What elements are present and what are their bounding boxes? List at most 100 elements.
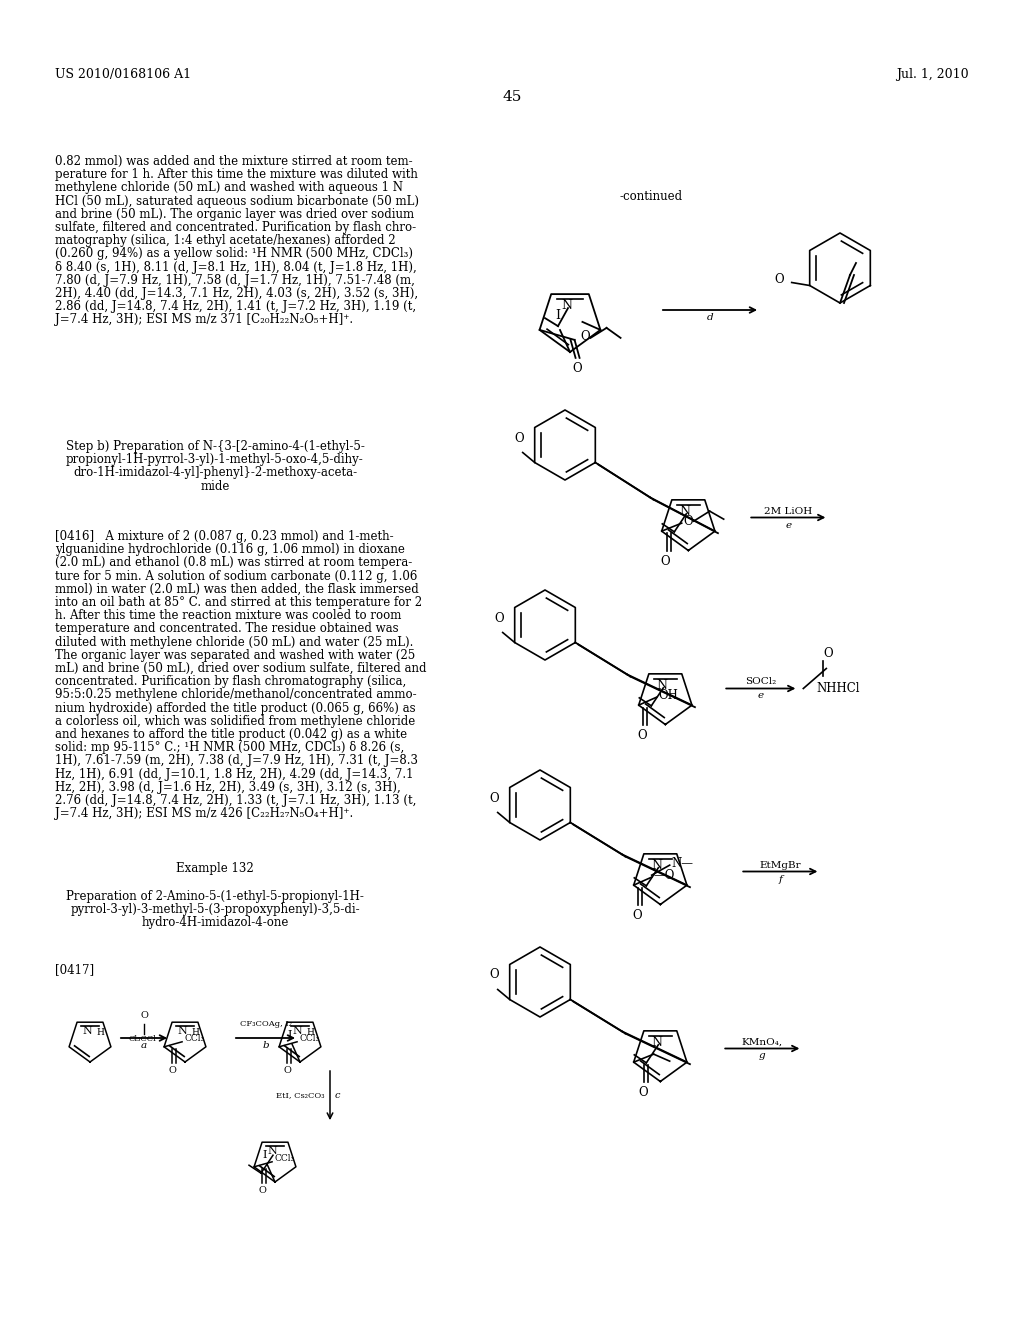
Text: O: O [639, 1086, 648, 1100]
Text: KMnO₄,: KMnO₄, [741, 1038, 783, 1047]
Text: perature for 1 h. After this time the mixture was diluted with: perature for 1 h. After this time the mi… [55, 168, 418, 181]
Text: 2M LiOH: 2M LiOH [764, 507, 812, 516]
Text: O: O [140, 1011, 147, 1020]
Text: O: O [823, 647, 834, 660]
Text: O: O [514, 432, 523, 445]
Text: Step b) Preparation of N-{3-[2-amino-4-(1-ethyl-5-: Step b) Preparation of N-{3-[2-amino-4-(… [66, 440, 365, 453]
Text: [0417]: [0417] [55, 964, 94, 975]
Text: N: N [656, 678, 668, 692]
Text: H: H [96, 1028, 103, 1038]
Text: SOCl₂: SOCl₂ [745, 677, 776, 686]
Text: N: N [177, 1026, 186, 1036]
Text: 2.86 (dd, J=14.8, 7.4 Hz, 2H), 1.41 (t, J=7.2 Hz, 3H), 1.19 (t,: 2.86 (dd, J=14.8, 7.4 Hz, 2H), 1.41 (t, … [55, 300, 416, 313]
Text: diluted with methylene chloride (50 mL) and water (25 mL).: diluted with methylene chloride (50 mL) … [55, 636, 414, 648]
Text: O: O [258, 1185, 266, 1195]
Text: O: O [638, 729, 647, 742]
Text: solid: mp 95-115° C.; ¹H NMR (500 MHz, CDCl₃) δ 8.26 (s,: solid: mp 95-115° C.; ¹H NMR (500 MHz, C… [55, 742, 404, 754]
Text: HCl (50 mL), saturated aqueous sodium bicarbonate (50 mL): HCl (50 mL), saturated aqueous sodium bi… [55, 194, 419, 207]
Text: CCl₃: CCl₃ [299, 1035, 319, 1043]
Text: 95:5:0.25 methylene chloride/methanol/concentrated ammo-: 95:5:0.25 methylene chloride/methanol/co… [55, 689, 417, 701]
Text: d: d [707, 313, 714, 322]
Text: N: N [292, 1026, 302, 1036]
Text: e: e [785, 520, 792, 529]
Text: Jul. 1, 2010: Jul. 1, 2010 [896, 69, 969, 81]
Text: EtMgBr: EtMgBr [760, 861, 801, 870]
Text: 1H), 7.61-7.59 (m, 2H), 7.38 (d, J=7.9 Hz, 1H), 7.31 (t, J=8.3: 1H), 7.61-7.59 (m, 2H), 7.38 (d, J=7.9 H… [55, 755, 418, 767]
Text: O: O [168, 1065, 176, 1074]
Text: N: N [267, 1146, 276, 1156]
Text: CCl₃: CCl₃ [274, 1154, 294, 1163]
Text: N: N [652, 1036, 663, 1049]
Text: 2H), 4.40 (dd, J=14.3, 7.1 Hz, 2H), 4.03 (s, 2H), 3.52 (s, 3H),: 2H), 4.40 (dd, J=14.3, 7.1 Hz, 2H), 4.03… [55, 286, 418, 300]
Text: CF₃COAg, I₂: CF₃COAg, I₂ [240, 1020, 292, 1028]
Text: sulfate, filtered and concentrated. Purification by flash chro-: sulfate, filtered and concentrated. Puri… [55, 220, 416, 234]
Text: h. After this time the reaction mixture was cooled to room: h. After this time the reaction mixture … [55, 610, 401, 622]
Text: Cl₃CCl: Cl₃CCl [128, 1035, 156, 1043]
Text: (2.0 mL) and ethanol (0.8 mL) was stirred at room tempera-: (2.0 mL) and ethanol (0.8 mL) was stirre… [55, 557, 413, 569]
Text: methylene chloride (50 mL) and washed with aqueous 1 N: methylene chloride (50 mL) and washed wi… [55, 181, 403, 194]
Text: O: O [774, 273, 783, 286]
Text: into an oil bath at 85° C. and stirred at this temperature for 2: into an oil bath at 85° C. and stirred a… [55, 597, 422, 609]
Text: J=7.4 Hz, 3H); ESI MS m/z 426 [C₂₂H₂₇N₅O₄+H]⁺.: J=7.4 Hz, 3H); ESI MS m/z 426 [C₂₂H₂₇N₅O… [55, 808, 353, 820]
Text: a colorless oil, which was solidified from methylene chloride: a colorless oil, which was solidified fr… [55, 715, 416, 727]
Text: mide: mide [201, 479, 229, 492]
Text: O: O [581, 330, 590, 343]
Text: O: O [684, 515, 693, 528]
Text: b: b [262, 1041, 269, 1049]
Text: O: O [284, 1065, 291, 1074]
Text: pyrrol-3-yl)-3-methyl-5-(3-propoxyphenyl)-3,5-di-: pyrrol-3-yl)-3-methyl-5-(3-propoxyphenyl… [71, 903, 359, 916]
Text: O: O [572, 362, 583, 375]
Text: H: H [191, 1028, 199, 1038]
Text: -continued: -continued [620, 190, 683, 203]
Text: δ 8.40 (s, 1H), 8.11 (d, J=8.1 Hz, 1H), 8.04 (t, J=1.8 Hz, 1H),: δ 8.40 (s, 1H), 8.11 (d, J=8.1 Hz, 1H), … [55, 260, 417, 273]
Text: N—: N— [672, 857, 693, 870]
Text: 45: 45 [503, 90, 521, 104]
Text: O: O [633, 909, 642, 923]
Text: and hexanes to afford the title product (0.042 g) as a white: and hexanes to afford the title product … [55, 729, 408, 741]
Text: matography (silica, 1:4 ethyl acetate/hexanes) afforded 2: matography (silica, 1:4 ethyl acetate/he… [55, 234, 395, 247]
Text: mmol) in water (2.0 mL) was then added, the flask immersed: mmol) in water (2.0 mL) was then added, … [55, 583, 419, 595]
Text: I: I [288, 1030, 292, 1040]
Text: The organic layer was separated and washed with water (25: The organic layer was separated and wash… [55, 649, 416, 661]
Text: OH: OH [658, 689, 679, 702]
Text: —O: —O [653, 869, 675, 882]
Text: N: N [82, 1026, 92, 1036]
Text: concentrated. Purification by flash chromatography (silica,: concentrated. Purification by flash chro… [55, 676, 407, 688]
Text: dro-1H-imidazol-4-yl]-phenyl}-2-methoxy-aceta-: dro-1H-imidazol-4-yl]-phenyl}-2-methoxy-… [73, 466, 357, 479]
Text: I: I [263, 1150, 267, 1160]
Text: EtI, Cs₂CO₃: EtI, Cs₂CO₃ [276, 1092, 325, 1100]
Text: and brine (50 mL). The organic layer was dried over sodium: and brine (50 mL). The organic layer was… [55, 207, 414, 220]
Text: 0.82 mmol) was added and the mixture stirred at room tem-: 0.82 mmol) was added and the mixture sti… [55, 154, 413, 168]
Text: Preparation of 2-Amino-5-(1-ethyl-5-propionyl-1H-: Preparation of 2-Amino-5-(1-ethyl-5-prop… [67, 890, 364, 903]
Text: hydro-4H-imidazol-4-one: hydro-4H-imidazol-4-one [141, 916, 289, 929]
Text: CCl₃: CCl₃ [184, 1035, 204, 1043]
Text: N: N [680, 504, 691, 517]
Text: 7.80 (d, J=7.9 Hz, 1H), 7.58 (d, J=1.7 Hz, 1H), 7.51-7.48 (m,: 7.80 (d, J=7.9 Hz, 1H), 7.58 (d, J=1.7 H… [55, 273, 415, 286]
Text: 2.76 (dd, J=14.8, 7.4 Hz, 2H), 1.33 (t, J=7.1 Hz, 3H), 1.13 (t,: 2.76 (dd, J=14.8, 7.4 Hz, 2H), 1.33 (t, … [55, 795, 417, 807]
Text: N: N [561, 300, 572, 312]
Text: g: g [759, 1052, 766, 1060]
Text: mL) and brine (50 mL), dried over sodium sulfate, filtered and: mL) and brine (50 mL), dried over sodium… [55, 663, 427, 675]
Text: N: N [652, 859, 663, 871]
Text: US 2010/0168106 A1: US 2010/0168106 A1 [55, 69, 191, 81]
Text: (0.260 g, 94%) as a yellow solid: ¹H NMR (500 MHz, CDCl₃): (0.260 g, 94%) as a yellow solid: ¹H NMR… [55, 247, 413, 260]
Text: Hz, 1H), 6.91 (dd, J=10.1, 1.8 Hz, 2H), 4.29 (dd, J=14.3, 7.1: Hz, 1H), 6.91 (dd, J=10.1, 1.8 Hz, 2H), … [55, 768, 414, 780]
Text: temperature and concentrated. The residue obtained was: temperature and concentrated. The residu… [55, 623, 398, 635]
Text: O: O [660, 556, 671, 568]
Text: propionyl-1H-pyrrol-3-yl)-1-methyl-5-oxo-4,5-dihy-: propionyl-1H-pyrrol-3-yl)-1-methyl-5-oxo… [67, 453, 364, 466]
Text: ylguanidine hydrochloride (0.116 g, 1.06 mmol) in dioxane: ylguanidine hydrochloride (0.116 g, 1.06… [55, 544, 404, 556]
Text: a: a [141, 1041, 147, 1049]
Text: e: e [758, 692, 764, 701]
Text: I: I [555, 309, 560, 322]
Text: O: O [488, 792, 499, 804]
Text: nium hydroxide) afforded the title product (0.065 g, 66%) as: nium hydroxide) afforded the title produ… [55, 702, 416, 714]
Text: c: c [335, 1092, 341, 1100]
Text: ture for 5 min. A solution of sodium carbonate (0.112 g, 1.06: ture for 5 min. A solution of sodium car… [55, 570, 418, 582]
Text: [0416]   A mixture of 2 (0.087 g, 0.23 mmol) and 1-meth-: [0416] A mixture of 2 (0.087 g, 0.23 mmo… [55, 531, 393, 543]
Text: H: H [306, 1028, 314, 1038]
Text: O: O [488, 969, 499, 982]
Text: Hz, 2H), 3.98 (d, J=1.6 Hz, 2H), 3.49 (s, 3H), 3.12 (s, 3H),: Hz, 2H), 3.98 (d, J=1.6 Hz, 2H), 3.49 (s… [55, 781, 400, 793]
Text: J=7.4 Hz, 3H); ESI MS m/z 371 [C₂₀H₂₂N₂O₅+H]⁺.: J=7.4 Hz, 3H); ESI MS m/z 371 [C₂₀H₂₂N₂O… [55, 313, 353, 326]
Text: Example 132: Example 132 [176, 862, 254, 875]
Text: f: f [778, 874, 782, 883]
